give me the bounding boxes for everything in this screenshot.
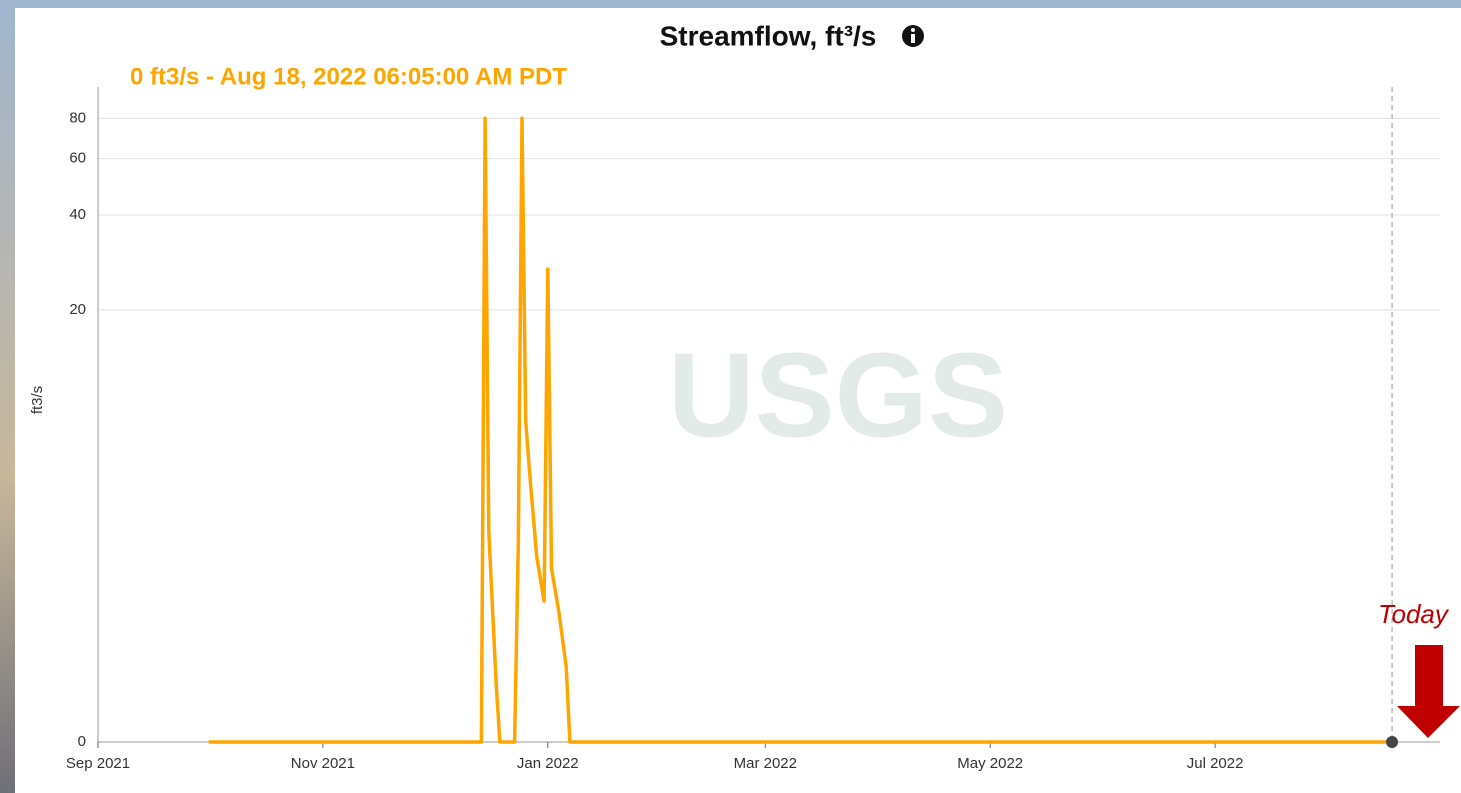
streamflow-line [208,116,1393,744]
y-tick-label: 20 [69,301,86,318]
x-tick-label: Jul 2022 [1187,755,1244,772]
panel [15,8,1461,793]
x-tick-label: May 2022 [957,755,1023,772]
x-tick-label: Sep 2021 [66,755,130,772]
x-tick-label: Jan 2022 [517,755,579,772]
y-axis-label: ft3/s [29,386,46,414]
y-tick-label: 40 [69,206,86,223]
x-tick-label: Nov 2021 [291,755,355,772]
chart-subtitle: 0 ft3/s - Aug 18, 2022 06:05:00 AM PDT [130,63,567,90]
y-tick-label: 80 [69,109,86,126]
current-point [1386,736,1399,748]
today-arrow [1397,645,1460,738]
chart-title: Streamflow, ft³/s [660,20,877,51]
y-tick-label: 0 [78,733,86,750]
y-tick-label: 60 [69,150,86,167]
x-tick-label: Mar 2022 [734,755,797,772]
watermark: USGS [668,329,1008,463]
info-icon [902,25,924,47]
today-annotation: Today [1378,599,1450,629]
